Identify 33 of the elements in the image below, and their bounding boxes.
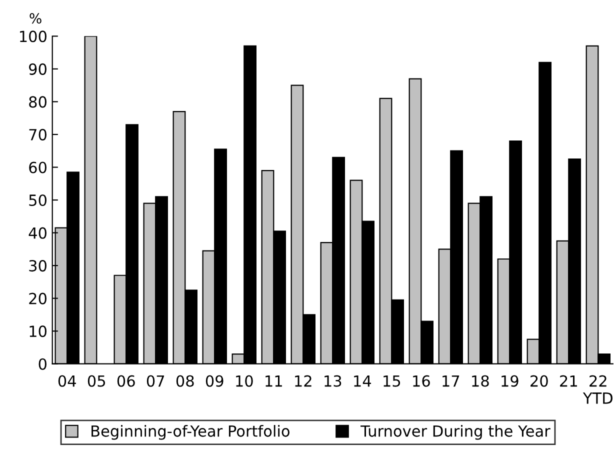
x-tick-label: 17: [442, 375, 460, 387]
y-tick-label: 70: [29, 128, 46, 140]
y-tick-label: 20: [29, 292, 46, 304]
x-tick-label: 18: [472, 375, 489, 387]
y-tick-label: 60: [29, 162, 46, 174]
x-tick-label: 11: [266, 375, 282, 387]
x-tick-label: 04: [58, 375, 76, 387]
y-tick-label: 30: [29, 260, 46, 272]
x-tick-label: 06: [117, 375, 135, 387]
x-tick-label: 22 YTD: [582, 375, 612, 404]
x-tick-label: 12: [295, 375, 312, 387]
y-tick-label: 90: [29, 63, 46, 75]
y-axis-title: %: [30, 13, 42, 24]
y-tick-label: 100: [20, 30, 46, 42]
x-tick-label: 16: [413, 375, 430, 387]
y-tick-label: 40: [28, 227, 46, 239]
legend-label: Beginning-of-Year Portfolio: [92, 424, 290, 440]
x-tick-label: 21: [560, 375, 577, 387]
legend-label: Turnover During the Year: [360, 424, 550, 440]
x-tick-label: 05: [88, 375, 105, 387]
x-tick-label: 08: [176, 375, 194, 387]
x-tick-label: 20: [530, 375, 548, 387]
x-tick-label: 13: [324, 375, 342, 387]
y-tick-label: 0: [38, 358, 46, 370]
x-tick-label: 14: [354, 375, 372, 387]
x-tick-label: 19: [502, 375, 518, 387]
y-tick-label: 50: [29, 194, 46, 206]
y-tick-label: 80: [29, 96, 46, 108]
x-tick-label: 10: [236, 375, 253, 387]
x-tick-label: 09: [206, 375, 224, 387]
x-tick-label: 07: [146, 375, 164, 387]
y-tick-label: 10: [30, 326, 46, 338]
x-tick-label: 15: [384, 375, 400, 387]
